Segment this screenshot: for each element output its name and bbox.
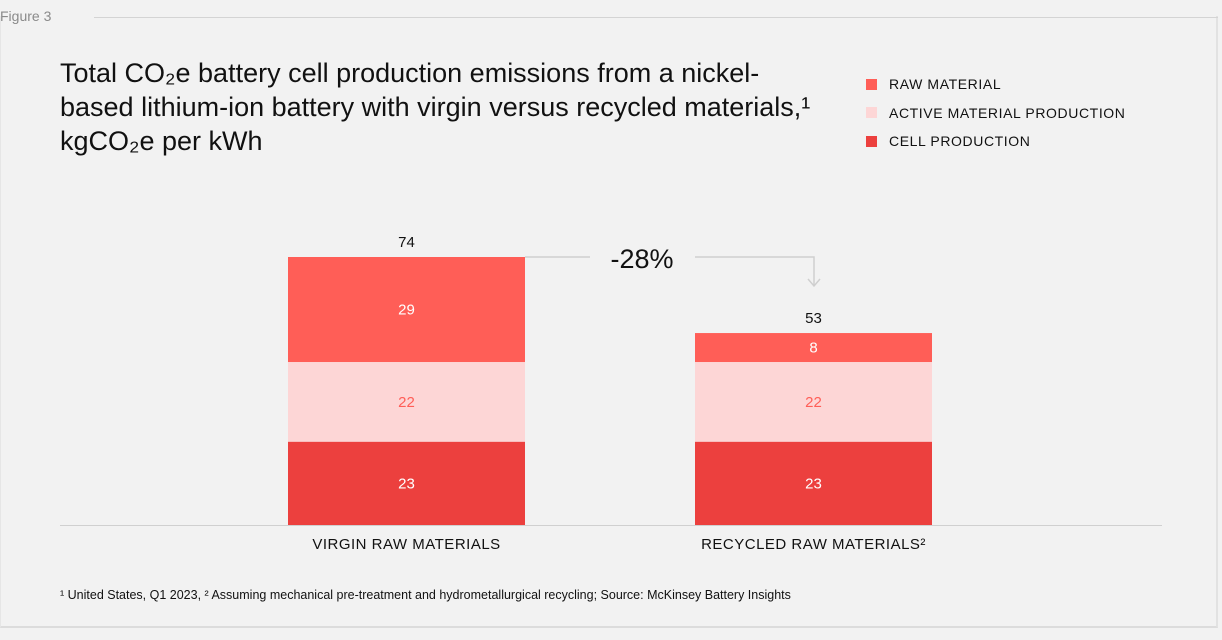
total-label: 53 [805, 310, 822, 327]
legend: RAW MATERIAL ACTIVE MATERIAL PRODUCTION … [866, 70, 1126, 156]
legend-swatch [866, 135, 877, 147]
legend-label: ACTIVE MATERIAL PRODUCTION [889, 104, 1126, 121]
arrow-down-icon [807, 278, 821, 288]
legend-swatch [866, 78, 877, 90]
bar-segment [695, 333, 932, 363]
bar-segment [288, 257, 525, 363]
total-label: 74 [398, 234, 415, 251]
change-annotation: -28% [610, 244, 673, 274]
data-label: 22 [398, 394, 415, 411]
data-label: 8 [809, 340, 817, 357]
data-label: 23 [805, 475, 822, 492]
category-label: VIRGIN RAW MATERIALS [312, 536, 500, 553]
data-label: 29 [398, 302, 415, 319]
data-label: 23 [398, 475, 415, 492]
legend-label: CELL PRODUCTION [889, 133, 1031, 150]
chart-title: Total CO₂e battery cell production emiss… [60, 58, 811, 156]
figure-rule [94, 17, 1218, 18]
legend-item-active-material: ACTIVE MATERIAL PRODUCTION [866, 99, 1126, 128]
bar-segment [695, 441, 932, 525]
category-label: RECYCLED RAW MATERIALS² [701, 536, 926, 553]
legend-item-raw-material: RAW MATERIAL [866, 70, 1126, 99]
bar-segment [288, 362, 525, 442]
figure-card [0, 16, 1218, 628]
data-label: 22 [805, 394, 822, 411]
bar-segment [695, 362, 932, 442]
legend-item-cell-production: CELL PRODUCTION [866, 127, 1126, 156]
footnote: ¹ United States, Q1 2023, ² Assuming mec… [60, 588, 791, 602]
legend-swatch [866, 107, 877, 119]
legend-label: RAW MATERIAL [889, 76, 1002, 93]
annotation-line-right [695, 256, 815, 286]
figure-label: Figure 3 [0, 8, 52, 24]
bar-segment [288, 441, 525, 525]
